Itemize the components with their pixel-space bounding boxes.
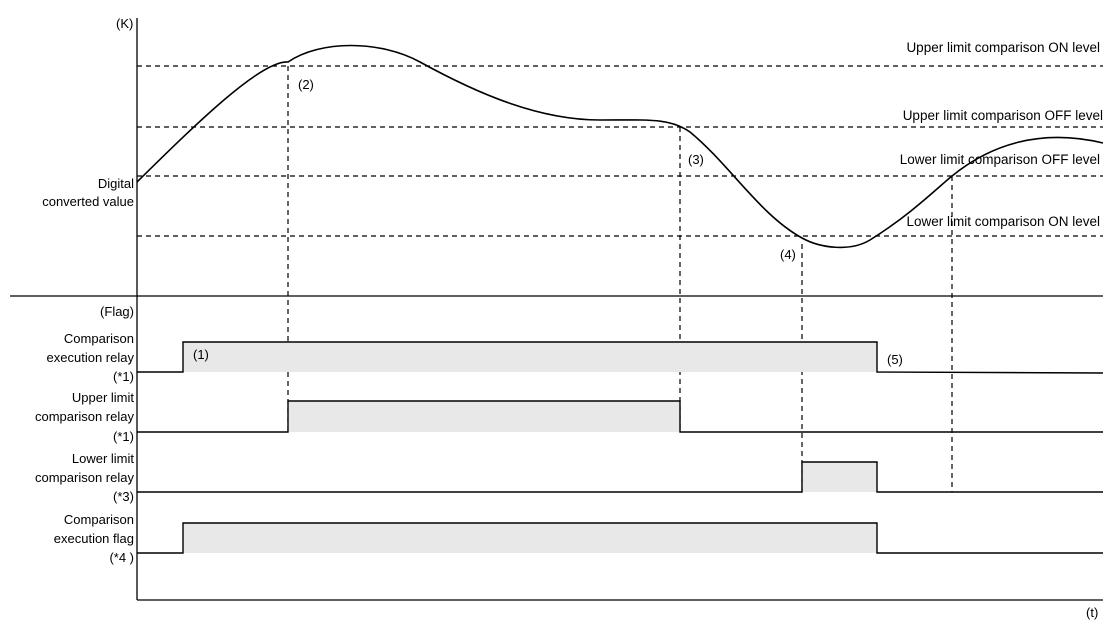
signal-label-exec-relay: Comparison execution relay (*1): [47, 331, 135, 384]
signal-label-line: Comparison: [64, 512, 134, 527]
flag-label: (Flag): [100, 304, 134, 319]
marker-1: (1): [193, 347, 209, 362]
x-unit-label: (t): [1086, 605, 1098, 620]
signal-label-exec-flag: Comparison execution flag (*4 ): [54, 512, 134, 565]
signal-label-line: execution flag: [54, 531, 134, 546]
signal-label-line: (*1): [113, 369, 134, 384]
exec-relay-on-fill: [183, 342, 877, 372]
lower-on-level-label: Lower limit comparison ON level: [906, 214, 1100, 229]
value-label-line1: Digital: [98, 176, 134, 191]
lower-relay-waveform: [137, 461, 1103, 493]
signal-label-line: (*4 ): [109, 550, 134, 565]
upper-on-level-label: Upper limit comparison ON level: [906, 40, 1100, 55]
signal-label-line: execution relay: [47, 350, 135, 365]
signal-label-line: comparison relay: [35, 470, 134, 485]
signal-label-line: (*3): [113, 489, 134, 504]
exec-flag-on-fill: [183, 523, 877, 553]
y-unit-label: (K): [116, 16, 133, 31]
signal-label-line: comparison relay: [35, 409, 134, 424]
upper-relay-on-fill: [288, 401, 680, 432]
upper-off-level-label: Upper limit comparison OFF level: [903, 108, 1103, 123]
lower-off-level-label: Lower limit comparison OFF level: [900, 152, 1100, 167]
marker-4: (4): [780, 247, 796, 262]
marker-2: (2): [298, 77, 314, 92]
signal-label-line: Lower limit: [72, 451, 135, 466]
signal-label-line: (*1): [113, 429, 134, 444]
marker-5: (5): [887, 352, 903, 367]
lower-relay-on-fill: [802, 462, 877, 492]
signal-label-line: Upper limit: [72, 390, 135, 405]
exec-relay-waveform: [137, 341, 1104, 374]
signal-label-upper-relay: Upper limit comparison relay (*1): [35, 390, 134, 444]
upper-relay-waveform: [137, 400, 1103, 433]
digital-value-curve: [136, 44, 1104, 249]
signal-label-lower-relay: Lower limit comparison relay (*3): [35, 451, 134, 504]
marker-3: (3): [688, 152, 704, 167]
signal-label-line: Comparison: [64, 331, 134, 346]
value-label-line2: converted value: [42, 194, 134, 209]
exec-flag-waveform: [137, 522, 1103, 554]
